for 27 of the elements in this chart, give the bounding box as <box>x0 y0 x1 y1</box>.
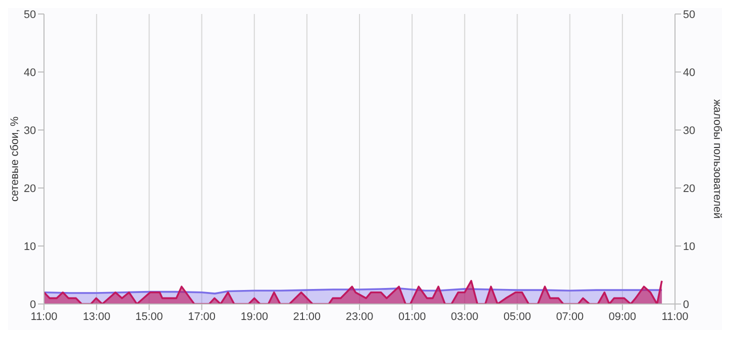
x-tick-label: 11:00 <box>30 310 58 323</box>
y2-tick-label: 0 <box>683 298 690 311</box>
y-tick-label: 0 <box>30 298 36 311</box>
y2-tick-label: 10 <box>683 240 696 253</box>
x-tick-label: 07:00 <box>556 310 584 323</box>
y2-tick-label: 40 <box>683 66 696 79</box>
y2-axis-title: жалобы пользователей <box>711 99 724 219</box>
y2-tick-label: 30 <box>683 124 696 137</box>
y-tick-label: 30 <box>24 124 36 137</box>
x-tick-label: 17:00 <box>188 310 216 323</box>
y2-tick-label: 20 <box>683 182 696 195</box>
x-tick-label: 03:00 <box>450 310 478 323</box>
x-tick-label: 15:00 <box>135 310 163 323</box>
y-axis-title: сетевые сбои, % <box>8 116 21 202</box>
x-tick-label: 23:00 <box>346 310 374 323</box>
y-tick-label: 50 <box>24 8 36 21</box>
x-tick-label: 13:00 <box>82 310 110 323</box>
x-tick-label: 09:00 <box>608 310 636 323</box>
y-tick-label: 40 <box>24 66 36 79</box>
y-tick-label: 10 <box>24 240 36 253</box>
x-tick-label: 01:00 <box>398 310 426 323</box>
y2-tick-label: 50 <box>683 8 696 21</box>
x-tick-label: 19:00 <box>240 310 268 323</box>
x-tick-label: 05:00 <box>503 310 532 323</box>
x-tick-label: 11:00 <box>662 310 688 323</box>
x-tick-label: 21:00 <box>293 310 321 323</box>
y-tick-label: 20 <box>24 182 36 195</box>
